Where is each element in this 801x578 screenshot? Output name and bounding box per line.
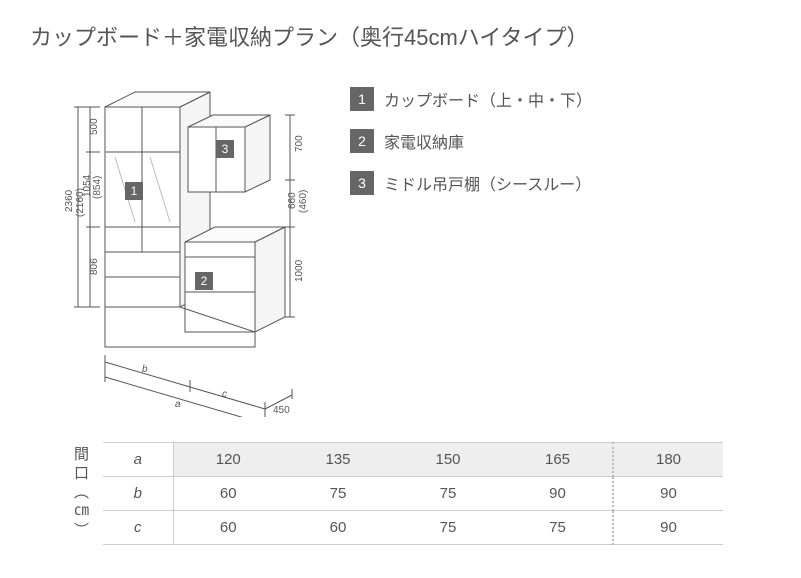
dim-right-mid-paren: (460) [298,190,309,213]
table-cell: 180 [613,443,723,477]
table-row: b 60 75 75 90 90 [103,477,723,511]
table-cell: 90 [503,477,613,511]
dim-left-bot: 806 [89,258,100,275]
row-header: c [103,511,173,545]
table-cell: 150 [393,443,503,477]
table-caption: 間口（㎝） [70,446,91,541]
dim-left-top: 500 [89,118,100,135]
legend-badge: 1 [350,87,374,111]
legend-badge: 2 [350,129,374,153]
diagram-badge-1: 1 [131,184,138,198]
legend-label: 家電収納庫 [384,129,464,153]
table-row: a 120 135 150 165 180 [103,443,723,477]
dim-left-mid-paren: (854) [92,176,103,199]
row-header: b [103,477,173,511]
dim-c: c [222,389,227,400]
legend-item: 1 カップボード（上・中・下） [350,87,592,111]
table-cell: 75 [393,511,503,545]
table-cell: 165 [503,443,613,477]
page-title: カップボード＋家電収納プラン（奥行45cmハイタイプ） [30,20,771,52]
table-cell: 75 [283,477,393,511]
table-cell: 90 [613,511,723,545]
diagram-badge-2: 2 [201,274,208,288]
legend-badge: 3 [350,171,374,195]
legend-label: カップボード（上・中・下） [384,87,592,111]
diagram-badge-3: 3 [222,142,229,156]
dim-right-top: 700 [294,135,305,152]
dim-right-bot: 1000 [294,259,305,282]
table-cell: 90 [613,477,723,511]
table-cell: 60 [283,511,393,545]
dim-a: a [175,399,181,410]
dim-b: b [142,364,148,375]
dim-left-outer: 2360 [64,189,75,212]
legend: 1 カップボード（上・中・下） 2 家電収納庫 3 ミドル吊戸棚（シースルー） [350,77,592,417]
table-cell: 60 [173,511,283,545]
dimension-table: a 120 135 150 165 180 b 60 75 75 90 90 c… [103,442,723,545]
table-cell: 75 [503,511,613,545]
cabinet-diagram: 2360 (2160) 500 1054 (854) 806 700 660 (… [30,77,310,417]
table-row: c 60 60 75 75 90 [103,511,723,545]
legend-label: ミドル吊戸棚（シースルー） [384,171,591,195]
legend-item: 3 ミドル吊戸棚（シースルー） [350,171,592,195]
dim-depth: 450 [273,405,290,416]
table-cell: 60 [173,477,283,511]
dim-right-mid: 660 [287,192,298,209]
legend-item: 2 家電収納庫 [350,129,592,153]
table-cell: 135 [283,443,393,477]
table-cell: 75 [393,477,503,511]
row-header: a [103,443,173,477]
table-cell: 120 [173,443,283,477]
